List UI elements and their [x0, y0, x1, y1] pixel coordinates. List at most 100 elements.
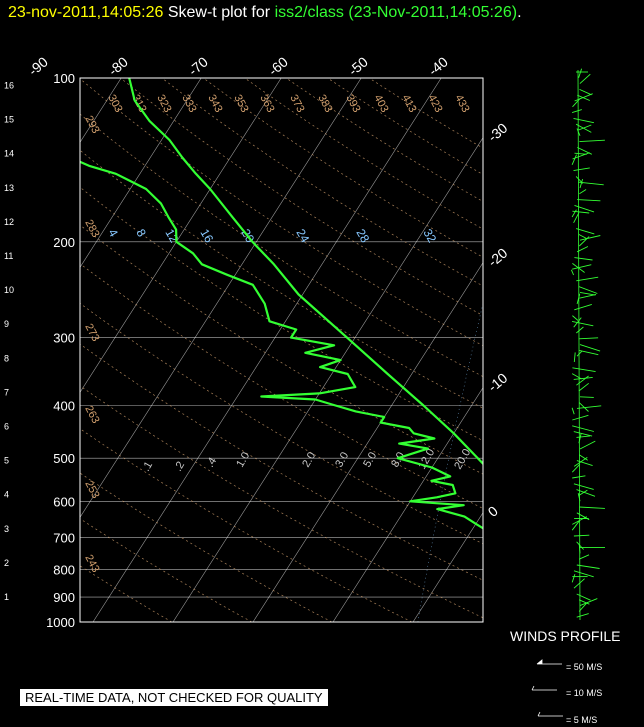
isotherm-top-label: -70	[185, 53, 211, 78]
wind-barb	[571, 209, 577, 218]
wind-barb	[573, 457, 588, 467]
dry-adiabat-label: 423	[425, 93, 444, 115]
wind-barb	[574, 204, 595, 213]
moist-label: 3.0	[333, 450, 351, 469]
wind-barb	[573, 534, 590, 537]
wind-barb	[578, 337, 599, 340]
isotherm-line	[80, 78, 202, 268]
mixing-ratio-line	[417, 301, 483, 622]
grid-layer	[80, 78, 644, 622]
height-km-label: 6	[4, 422, 9, 432]
wind-barb	[577, 199, 601, 202]
data-layer	[80, 78, 483, 530]
height-km-label: 13	[4, 183, 14, 193]
wind-barb	[571, 574, 576, 583]
wind-barb	[576, 350, 583, 357]
dry-adiabat-label: 353	[231, 93, 250, 115]
wind-barb	[578, 489, 588, 496]
moist-label: .1	[140, 460, 155, 474]
wind-barb	[578, 554, 590, 560]
wind-legend-5: = 5 M/S	[566, 715, 598, 725]
wind-barb	[579, 139, 605, 143]
mixing-ratio-line	[611, 242, 644, 622]
wind-barb	[579, 598, 598, 607]
wind-barb	[579, 235, 601, 241]
wind-barb	[579, 73, 591, 84]
wind-barb	[572, 320, 594, 327]
wind-barb	[578, 599, 590, 605]
dry-adiabat-line	[161, 78, 483, 287]
dry-adiabat-label: 253	[82, 479, 101, 501]
isotherm-line	[573, 78, 644, 622]
wind-barb	[572, 425, 595, 432]
wind-barb	[576, 564, 600, 569]
title-label: Skew-t plot for	[167, 4, 271, 21]
wind-legend-glyph	[537, 711, 563, 717]
dry-adiabat-label: 323	[154, 93, 173, 115]
wind-barb	[579, 396, 594, 398]
chart-title: 23-nov-2011,14:05:26 Skew-t plot for iss…	[8, 4, 522, 22]
mixing-ratio-line	[497, 242, 564, 622]
wind-barb	[574, 303, 592, 311]
wind-barb	[579, 349, 599, 356]
wind-profile-axis	[577, 69, 581, 621]
pressure-label: 200	[53, 235, 75, 250]
pressure-label: 800	[53, 562, 75, 577]
dry-adiabat-label: 273	[82, 322, 101, 344]
height-km-label: 16	[4, 81, 14, 91]
moist-label: .4	[204, 456, 219, 470]
dry-adiabat-line	[80, 302, 483, 545]
wind-barb	[573, 212, 580, 224]
pressure-label: 400	[53, 399, 75, 414]
wind-barb	[579, 189, 587, 195]
wind-barb	[573, 578, 585, 589]
wind-barb	[571, 109, 582, 114]
wind-barb	[578, 68, 583, 78]
dry-adiabat-line	[80, 263, 483, 509]
dry-adiabat-label: 363	[257, 93, 276, 115]
height-km-label: 11	[4, 251, 13, 261]
quality-notice: REAL-TIME DATA, NOT CHECKED FOR QUALITY	[20, 689, 328, 706]
temperature-trace	[128, 78, 483, 466]
wind-barb	[579, 88, 592, 96]
pressure-label: 600	[53, 494, 75, 509]
moist-label: 5.0	[361, 450, 379, 469]
wind-barb	[572, 367, 596, 373]
wind-barb	[577, 493, 581, 502]
dry-adiabat-line	[80, 149, 483, 409]
dry-adiabat-line	[120, 78, 483, 316]
wind-legend-50: = 50 M/S	[566, 662, 603, 672]
wind-barb	[572, 414, 589, 421]
wind-barb	[574, 93, 593, 102]
isotherm-line	[172, 137, 483, 622]
isotherm-line	[252, 262, 483, 622]
dry-adiabat-label: 383	[315, 93, 334, 115]
dry-adiabat-line	[80, 343, 483, 581]
dry-adiabat-label: 263	[82, 404, 101, 426]
isotherm-line	[80, 78, 282, 393]
height-km-label: 14	[4, 149, 14, 159]
isotherm-right-label: -10	[485, 369, 511, 394]
label-layer: 1002003004005006007008009001000123456789…	[4, 53, 511, 630]
wind-barb	[578, 382, 589, 392]
dry-adiabat-label: 413	[399, 93, 418, 115]
dry-adiabat-line	[368, 78, 483, 149]
wind-barb	[573, 483, 594, 490]
wind-barb	[571, 463, 581, 473]
wind-barb	[576, 375, 589, 386]
dry-adiabat-label: 433	[452, 93, 471, 115]
dry-adiabat-label: 343	[205, 93, 224, 115]
wind-barb	[572, 97, 581, 108]
height-km-label: 2	[4, 558, 9, 568]
wind-barb	[571, 407, 575, 415]
mixing-ratio-line	[582, 242, 635, 622]
dry-adiabat-line	[80, 472, 332, 622]
dry-adiabat-line	[80, 186, 483, 442]
pressure-label: 300	[53, 331, 75, 346]
dry-adiabat-label: 293	[82, 114, 101, 136]
dry-adiabat-line	[80, 224, 483, 475]
mixing-ratio-line	[635, 242, 644, 622]
isotherm-right-label: -30	[485, 119, 511, 144]
wind-legend-glyph	[531, 685, 557, 691]
